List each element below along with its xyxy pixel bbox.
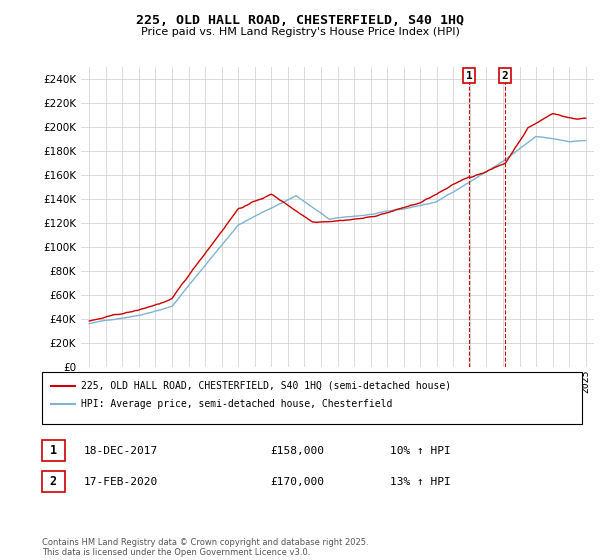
Text: 225, OLD HALL ROAD, CHESTERFIELD, S40 1HQ (semi-detached house): 225, OLD HALL ROAD, CHESTERFIELD, S40 1H… [81, 381, 451, 391]
Text: HPI: Average price, semi-detached house, Chesterfield: HPI: Average price, semi-detached house,… [81, 399, 392, 409]
Text: 1: 1 [466, 71, 473, 81]
Text: Contains HM Land Registry data © Crown copyright and database right 2025.
This d: Contains HM Land Registry data © Crown c… [42, 538, 368, 557]
Text: 17-FEB-2020: 17-FEB-2020 [84, 477, 158, 487]
Text: £170,000: £170,000 [270, 477, 324, 487]
Text: 2: 2 [50, 475, 57, 488]
Text: 13% ↑ HPI: 13% ↑ HPI [390, 477, 451, 487]
Text: 10% ↑ HPI: 10% ↑ HPI [390, 446, 451, 456]
Text: £158,000: £158,000 [270, 446, 324, 456]
Text: Price paid vs. HM Land Registry's House Price Index (HPI): Price paid vs. HM Land Registry's House … [140, 27, 460, 37]
Text: 1: 1 [50, 444, 57, 458]
Text: 18-DEC-2017: 18-DEC-2017 [84, 446, 158, 456]
Text: 225, OLD HALL ROAD, CHESTERFIELD, S40 1HQ: 225, OLD HALL ROAD, CHESTERFIELD, S40 1H… [136, 14, 464, 27]
Text: 2: 2 [502, 71, 508, 81]
